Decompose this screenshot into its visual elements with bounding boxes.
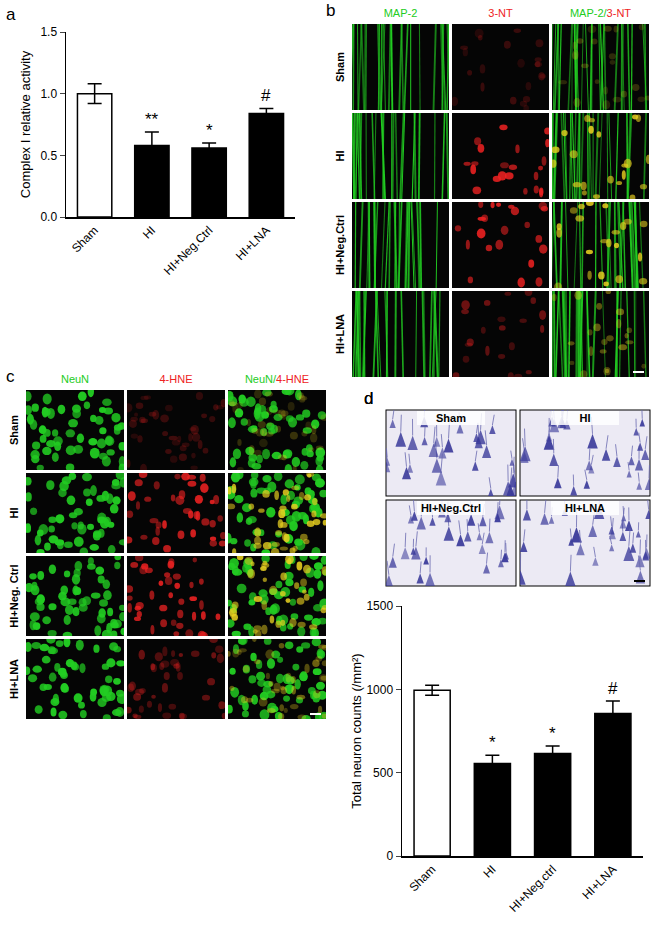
svg-text:HI+Neg. Ctrl: HI+Neg. Ctrl [8, 564, 20, 627]
svg-text:1500: 1500 [366, 599, 393, 613]
svg-text:NeuN: NeuN [61, 373, 89, 385]
svg-text:Sham: Sham [406, 862, 438, 894]
svg-text:#: # [608, 679, 618, 698]
svg-text:HI+Neg.Ctrl: HI+Neg.Ctrl [421, 502, 481, 514]
svg-text:HI+Neg.Ctrl: HI+Neg.Ctrl [334, 215, 346, 275]
svg-text:b: b [326, 1, 335, 20]
svg-text:*: * [489, 733, 496, 752]
svg-text:NeuN/4-HNE: NeuN/4-HNE [245, 373, 309, 385]
svg-text:Sham: Sham [334, 52, 346, 82]
svg-text:MAP-2: MAP-2 [384, 7, 418, 19]
svg-text:d: d [364, 389, 373, 408]
svg-text:0.0: 0.0 [40, 210, 57, 224]
svg-text:0: 0 [386, 849, 393, 863]
svg-text:HI+LNA: HI+LNA [8, 659, 20, 699]
svg-text:Sham: Sham [436, 412, 466, 424]
svg-text:1.5: 1.5 [40, 25, 57, 39]
svg-text:c: c [6, 367, 15, 386]
svg-text:**: ** [145, 110, 159, 129]
svg-text:HI+LNA: HI+LNA [579, 862, 619, 902]
svg-text:HI: HI [480, 862, 498, 880]
svg-text:HI: HI [334, 151, 346, 162]
svg-text:HI+LNA: HI+LNA [233, 223, 273, 263]
svg-text:0.5: 0.5 [40, 149, 57, 163]
svg-text:#: # [261, 86, 271, 105]
svg-text:HI: HI [140, 223, 158, 241]
svg-text:HI+Neg.ctrl: HI+Neg.ctrl [506, 862, 559, 915]
svg-text:1.0: 1.0 [40, 87, 57, 101]
svg-text:3-NT: 3-NT [488, 7, 513, 19]
svg-text:1000: 1000 [366, 683, 393, 697]
svg-text:HI: HI [580, 412, 591, 424]
svg-text:HI+LNA: HI+LNA [334, 314, 346, 354]
svg-text:d: d [364, 389, 373, 408]
svg-text:*: * [549, 724, 556, 743]
svg-text:HI: HI [8, 508, 20, 519]
svg-text:Total neuron counts (/mm²): Total neuron counts (/mm²) [349, 653, 364, 808]
svg-text:Sham: Sham [8, 415, 20, 445]
svg-text:4-HNE: 4-HNE [159, 373, 192, 385]
svg-text:HI+Neg.Ctrl: HI+Neg.Ctrl [161, 223, 215, 277]
svg-text:Sham: Sham [69, 223, 101, 255]
svg-text:Complex I relative activity: Complex I relative activity [18, 50, 33, 198]
svg-text:a: a [6, 5, 16, 24]
svg-text:*: * [206, 121, 213, 140]
svg-text:500: 500 [373, 766, 393, 780]
svg-text:HI+LNA: HI+LNA [565, 502, 605, 514]
svg-text:MAP-2/3-NT: MAP-2/3-NT [570, 7, 631, 19]
